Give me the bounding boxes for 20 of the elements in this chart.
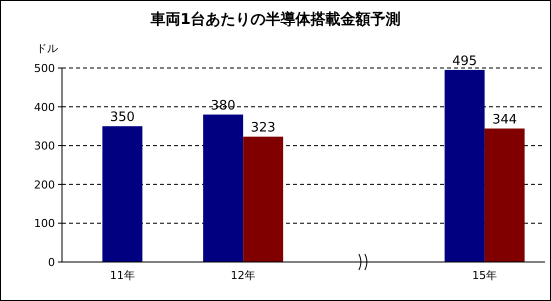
- data-label: 323: [250, 120, 276, 136]
- bar: [203, 114, 244, 262]
- data-label: 495: [452, 54, 478, 69]
- data-label: 380: [210, 98, 236, 114]
- y-tick-label: 100: [34, 217, 55, 230]
- bar: [484, 128, 525, 262]
- y-tick-label: 0: [48, 256, 55, 269]
- x-tick-label: 12年: [230, 269, 256, 282]
- y-tick-label: 400: [34, 100, 55, 114]
- chart-title: 車両1台あたりの半導体搭載金額予測: [149, 10, 401, 28]
- y-tick-label: 500: [34, 62, 55, 75]
- x-tick-label: 11年: [110, 269, 135, 282]
- x-tick-label: 15年: [472, 269, 498, 282]
- data-label: 350: [110, 110, 135, 126]
- bar: [444, 70, 485, 262]
- data-label: 344: [492, 112, 518, 128]
- bar: [243, 136, 284, 262]
- y-tick-label: 200: [34, 178, 55, 192]
- y-tick-label: 300: [34, 140, 55, 153]
- y-axis-title: ドル: [36, 42, 58, 55]
